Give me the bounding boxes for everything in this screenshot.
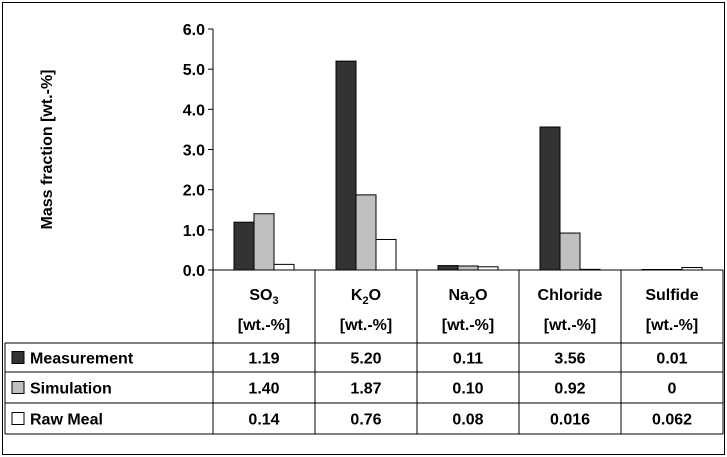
category-unit-label: [wt.-%] — [646, 317, 698, 334]
y-tick-label: 5.0 — [183, 62, 205, 79]
bar-raw-meal — [273, 263, 295, 271]
table-value: 0.11 — [453, 351, 483, 368]
table-value: 1.40 — [248, 381, 279, 398]
legend-swatch-simulation — [11, 381, 25, 394]
legend-label: Simulation — [30, 381, 112, 398]
bar-measurement — [437, 265, 459, 271]
legend-swatch-raw-meal — [11, 412, 25, 425]
y-tick-label: 4.0 — [183, 102, 205, 119]
y-axis-label: Mass fraction [wt.-%] — [39, 69, 56, 229]
y-tick-label: 6.0 — [183, 22, 205, 39]
bar-measurement — [539, 126, 561, 271]
bar-measurement — [233, 221, 255, 271]
category-unit-label: [wt.-%] — [238, 317, 290, 334]
category-unit-label: [wt.-%] — [340, 317, 392, 334]
table-value: 0.10 — [452, 381, 483, 398]
category-unit-label: [wt.-%] — [442, 317, 494, 334]
legend-label: Measurement — [30, 351, 134, 368]
bar-raw-meal — [375, 238, 397, 271]
table-value: 0.76 — [350, 412, 381, 429]
bar-simulation — [559, 232, 581, 271]
bar-simulation — [457, 265, 479, 271]
legend-label: Raw Meal — [30, 412, 103, 429]
table-value: 0.92 — [554, 381, 585, 398]
bar-simulation — [253, 213, 275, 271]
category-label: SO3 — [249, 287, 278, 307]
y-tick-label: 1.0 — [183, 223, 205, 240]
y-tick-label: 0.0 — [183, 263, 205, 280]
table-value: 0.08 — [452, 412, 483, 429]
table-value: 3.56 — [554, 351, 585, 368]
y-tick-label: 3.0 — [183, 143, 205, 160]
table-value: 0.01 — [656, 351, 687, 368]
category-label: Sulfide — [645, 287, 698, 304]
category-label: K2O — [351, 287, 381, 307]
table-value: 1.87 — [350, 381, 381, 398]
table-value: 0.062 — [652, 412, 692, 429]
category-unit-label: [wt.-%] — [544, 317, 596, 334]
table-value: 1.19 — [248, 351, 279, 368]
table-value: 0.016 — [550, 412, 590, 429]
legend-swatch-measurement — [11, 351, 25, 364]
bar-simulation — [355, 194, 377, 271]
bar-measurement — [335, 60, 357, 271]
table-value: 5.20 — [350, 351, 381, 368]
table-value: 0.14 — [248, 412, 279, 429]
category-label: Na2O — [448, 287, 487, 307]
category-label: Chloride — [538, 287, 603, 304]
table-value: 0 — [668, 381, 677, 398]
y-tick-label: 2.0 — [183, 183, 205, 200]
